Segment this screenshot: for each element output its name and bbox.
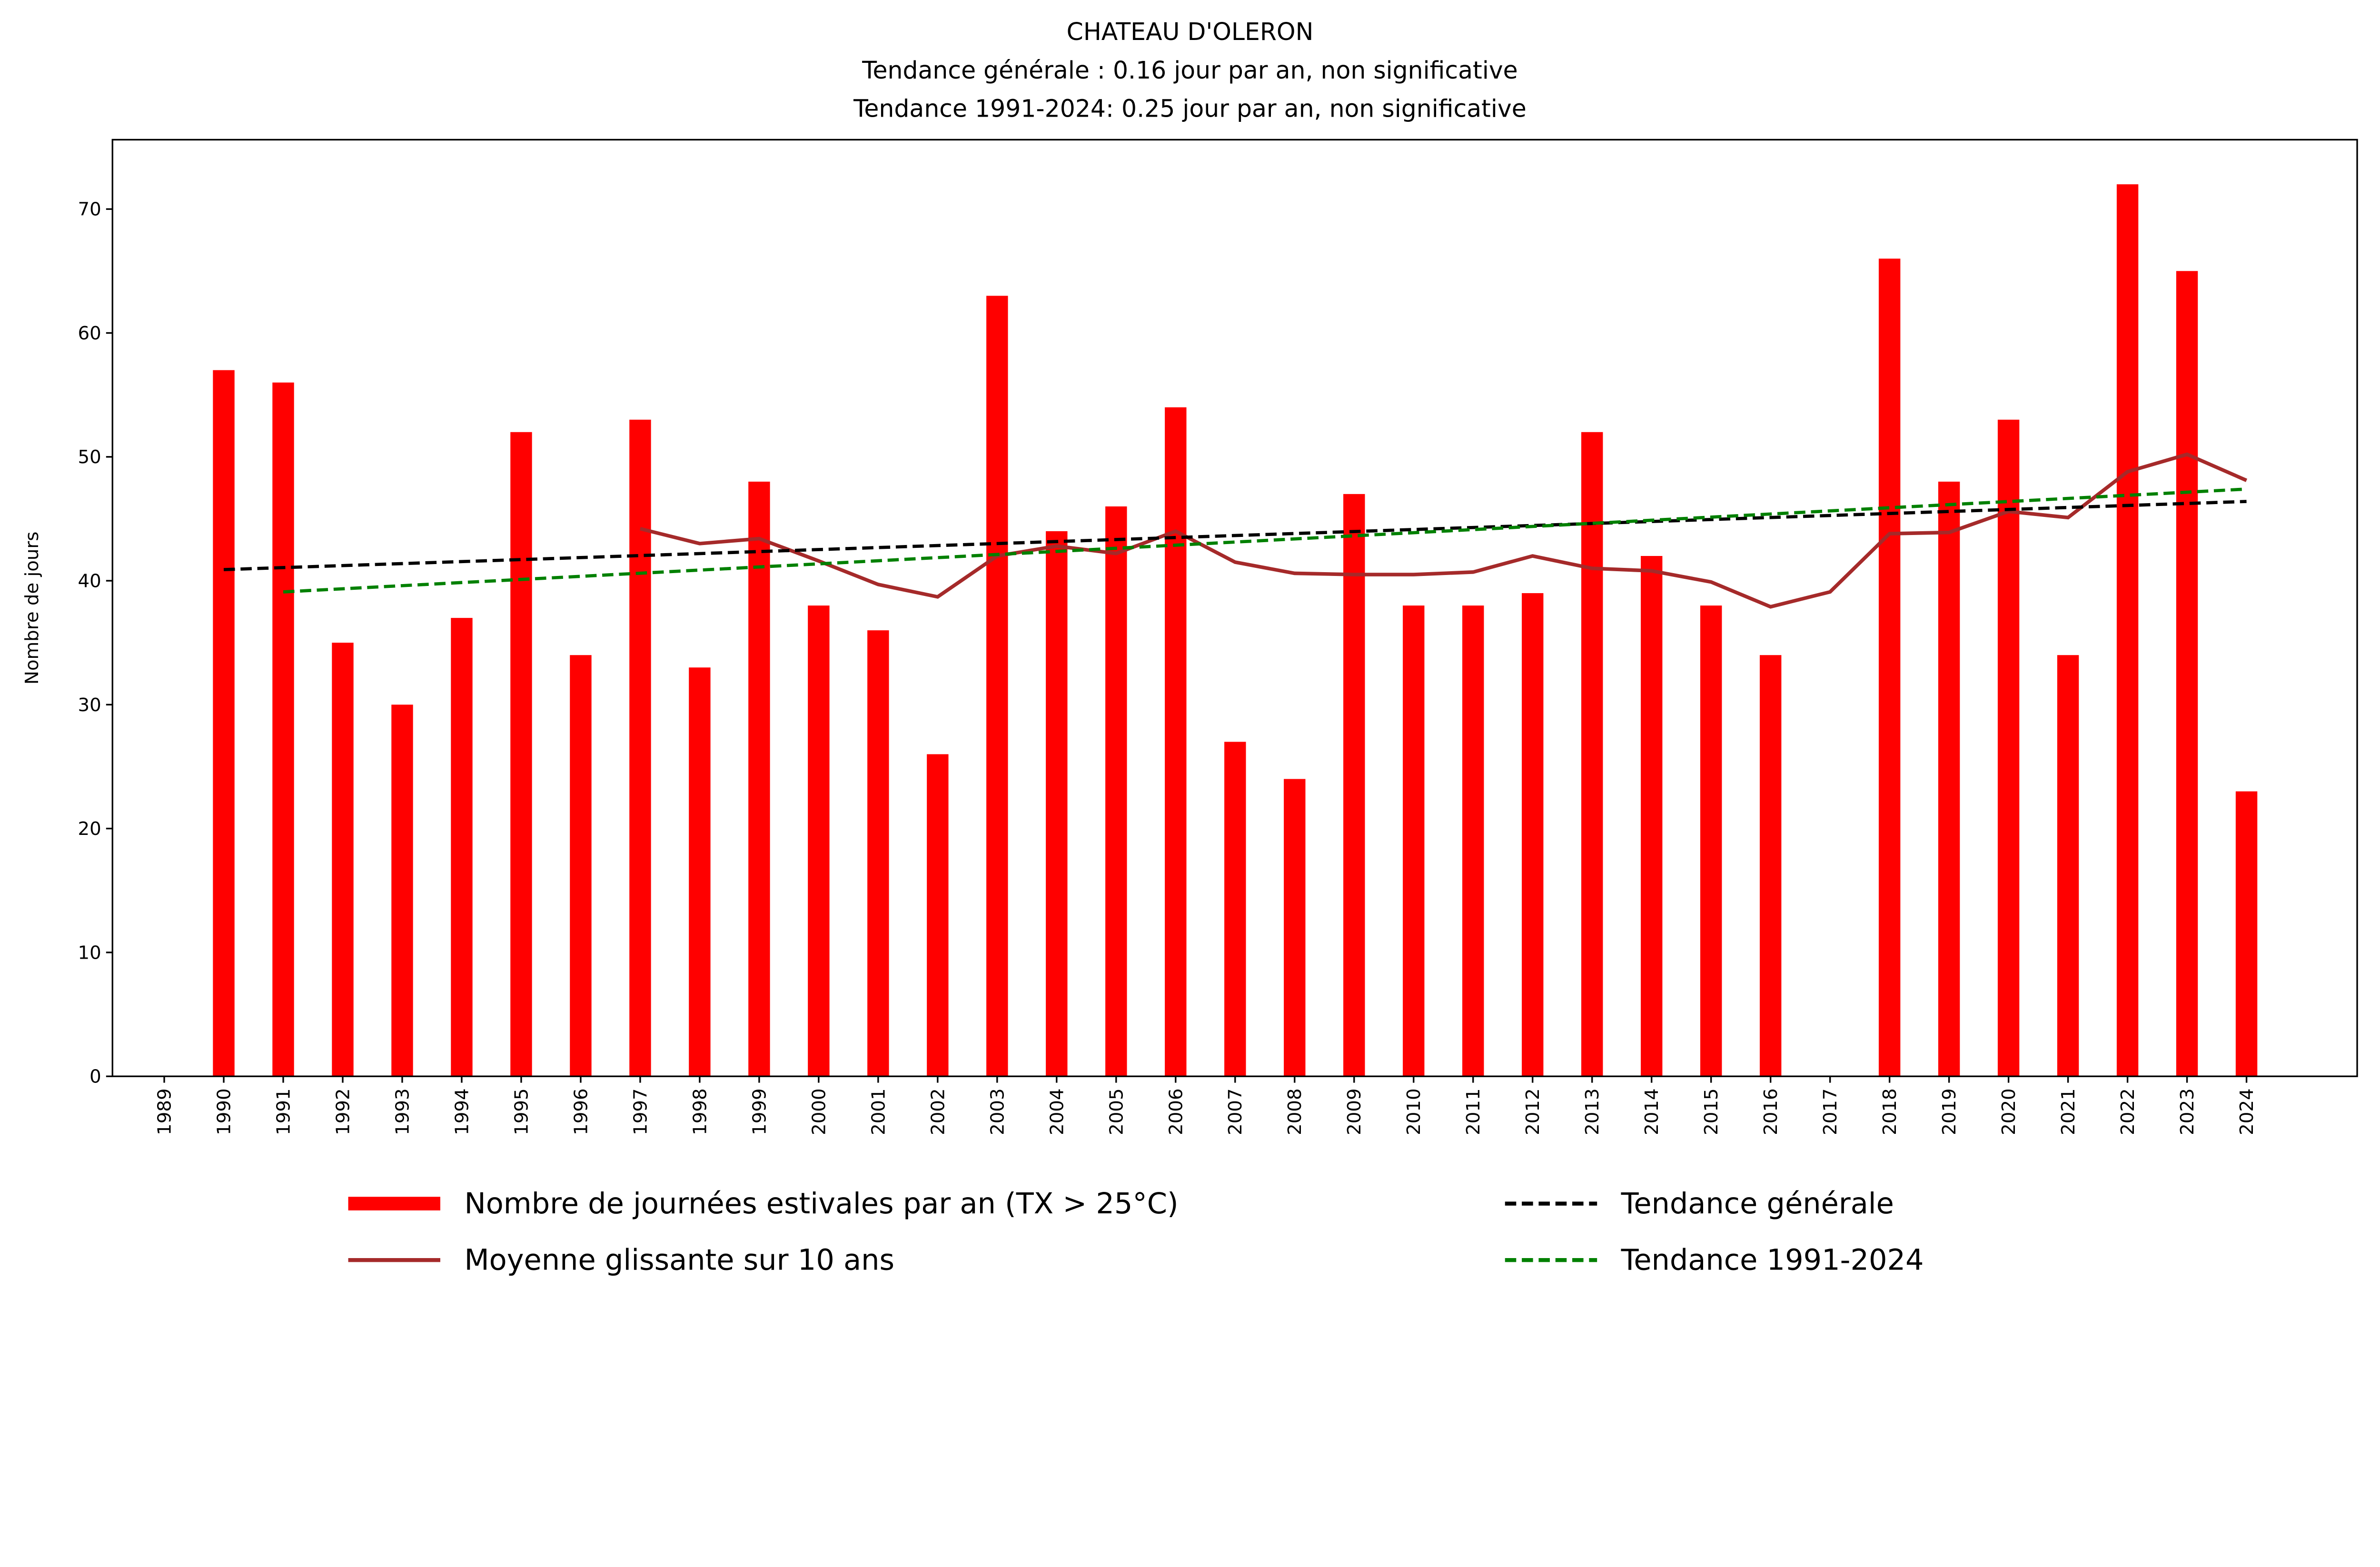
x-tick-label: 1991 (273, 1088, 294, 1135)
x-tick-label: 2024 (2236, 1088, 2258, 1135)
y-tick-label: 20 (78, 818, 101, 840)
x-tick-label: 1994 (451, 1088, 473, 1135)
legend-label: Moyenne glissante sur 10 ans (464, 1243, 894, 1277)
title-line: Tendance générale : 0.16 jour par an, no… (862, 56, 1517, 84)
x-tick-label: 2017 (1820, 1088, 1841, 1135)
y-axis-label: Nombre de jours (21, 532, 43, 685)
bar-2012 (1522, 593, 1544, 1077)
bars (213, 184, 2258, 1077)
x-tick-label: 2011 (1463, 1088, 1484, 1135)
y-tick-label: 0 (89, 1066, 101, 1088)
x-tick-label: 2015 (1701, 1088, 1722, 1135)
bar-2003 (986, 296, 1008, 1077)
x-tick-label: 1999 (749, 1088, 770, 1135)
x-tick-label: 2021 (2058, 1088, 2079, 1135)
x-tick-label: 2018 (1879, 1088, 1901, 1135)
y-tick-label: 60 (78, 323, 101, 344)
x-tick-label: 1992 (332, 1088, 354, 1135)
series-line-0 (640, 452, 2248, 609)
x-tick-label: 2000 (808, 1088, 830, 1135)
x-tick-label: 2013 (1582, 1088, 1603, 1135)
x-tick-label: 2008 (1284, 1088, 1306, 1135)
y-tick-label: 50 (78, 446, 101, 468)
y-axis: 0 10 20 30 40 50 60 70 (78, 199, 113, 1088)
bar-2016 (1759, 655, 1782, 1077)
title-line: CHATEAU D'OLERON (1067, 18, 1314, 46)
bar-2000 (808, 605, 830, 1077)
x-axis: 1989 1990 1991 1992 1993 1994 1995 1996 1997 1998… (154, 1076, 2258, 1135)
chart: CHATEAU D'OLERON Tendance générale : 0.16… (21, 18, 2358, 1277)
legend-label: Nombre de journées estivales par an (TX … (464, 1187, 1178, 1220)
bar-2005 (1105, 506, 1127, 1077)
x-tick-label: 1997 (630, 1088, 651, 1135)
x-tick-label: 2009 (1344, 1088, 1365, 1135)
x-tick-label: 1996 (570, 1088, 592, 1135)
x-tick-label: 1989 (154, 1088, 175, 1135)
series-line-2 (283, 487, 2247, 594)
x-tick-label: 2007 (1225, 1088, 1246, 1135)
bar-2010 (1403, 605, 1425, 1077)
legend: Nombre de journées estivales par an (TX … (348, 1187, 1924, 1277)
x-tick-label: 1998 (689, 1088, 711, 1135)
chart-title: CHATEAU D'OLERON Tendance générale : 0.16… (853, 18, 1527, 122)
bar-1990 (213, 370, 235, 1077)
bar-1998 (689, 667, 711, 1077)
legend-label: Tendance 1991-2024 (1621, 1243, 1924, 1277)
legend-label: Tendance générale (1621, 1187, 1894, 1220)
bar-1999 (748, 481, 770, 1077)
bar-1993 (391, 704, 413, 1077)
x-tick-label: 1993 (392, 1088, 413, 1135)
lines (223, 452, 2248, 609)
bar-2013 (1581, 432, 1603, 1077)
y-tick-label: 30 (78, 694, 101, 716)
x-tick-label: 2012 (1522, 1088, 1544, 1135)
bar-2021 (2057, 655, 2079, 1077)
x-tick-label: 2020 (1998, 1088, 2020, 1135)
bar-1992 (332, 643, 354, 1077)
x-tick-label: 2006 (1165, 1088, 1187, 1135)
bar-1995 (510, 432, 532, 1077)
bar-1997 (629, 419, 651, 1077)
x-tick-label: 2014 (1641, 1088, 1663, 1135)
x-tick-label: 2023 (2177, 1088, 2198, 1135)
y-tick-label: 40 (78, 571, 101, 592)
bar-2001 (867, 630, 889, 1077)
bar-2007 (1224, 742, 1246, 1077)
x-tick-label: 2019 (1939, 1088, 1960, 1135)
bar-1991 (272, 382, 294, 1077)
bar-2009 (1343, 494, 1365, 1077)
x-tick-label: 1995 (511, 1088, 532, 1135)
x-tick-label: 2001 (868, 1088, 889, 1135)
bar-2004 (1046, 531, 1068, 1077)
x-tick-label: 2005 (1106, 1088, 1127, 1135)
bar-1996 (570, 655, 592, 1077)
x-tick-label: 1990 (213, 1088, 235, 1135)
x-tick-label: 2010 (1403, 1088, 1425, 1135)
bar-2015 (1700, 605, 1722, 1077)
bar-2019 (1938, 481, 1960, 1077)
bar-2006 (1165, 407, 1187, 1077)
title-line: Tendance 1991-2024: 0.25 jour par an, no… (853, 95, 1527, 123)
x-tick-label: 2016 (1760, 1088, 1782, 1135)
bar-2008 (1284, 779, 1306, 1077)
x-tick-label: 2002 (927, 1088, 949, 1135)
bar-1994 (451, 618, 473, 1077)
bar-2011 (1462, 605, 1484, 1077)
bar-2014 (1640, 556, 1663, 1077)
series-line-1 (223, 500, 2247, 571)
y-tick-label: 70 (78, 199, 101, 220)
y-tick-label: 10 (78, 942, 101, 963)
bar-2022 (2116, 184, 2139, 1077)
bar-2020 (1997, 419, 2020, 1077)
x-tick-label: 2004 (1046, 1088, 1068, 1135)
bar-2002 (927, 754, 949, 1077)
bar-2023 (2176, 271, 2198, 1077)
bar-2018 (1878, 258, 1901, 1077)
x-tick-label: 2003 (987, 1088, 1008, 1135)
bar-2024 (2235, 791, 2258, 1077)
x-tick-label: 2022 (2117, 1088, 2139, 1135)
